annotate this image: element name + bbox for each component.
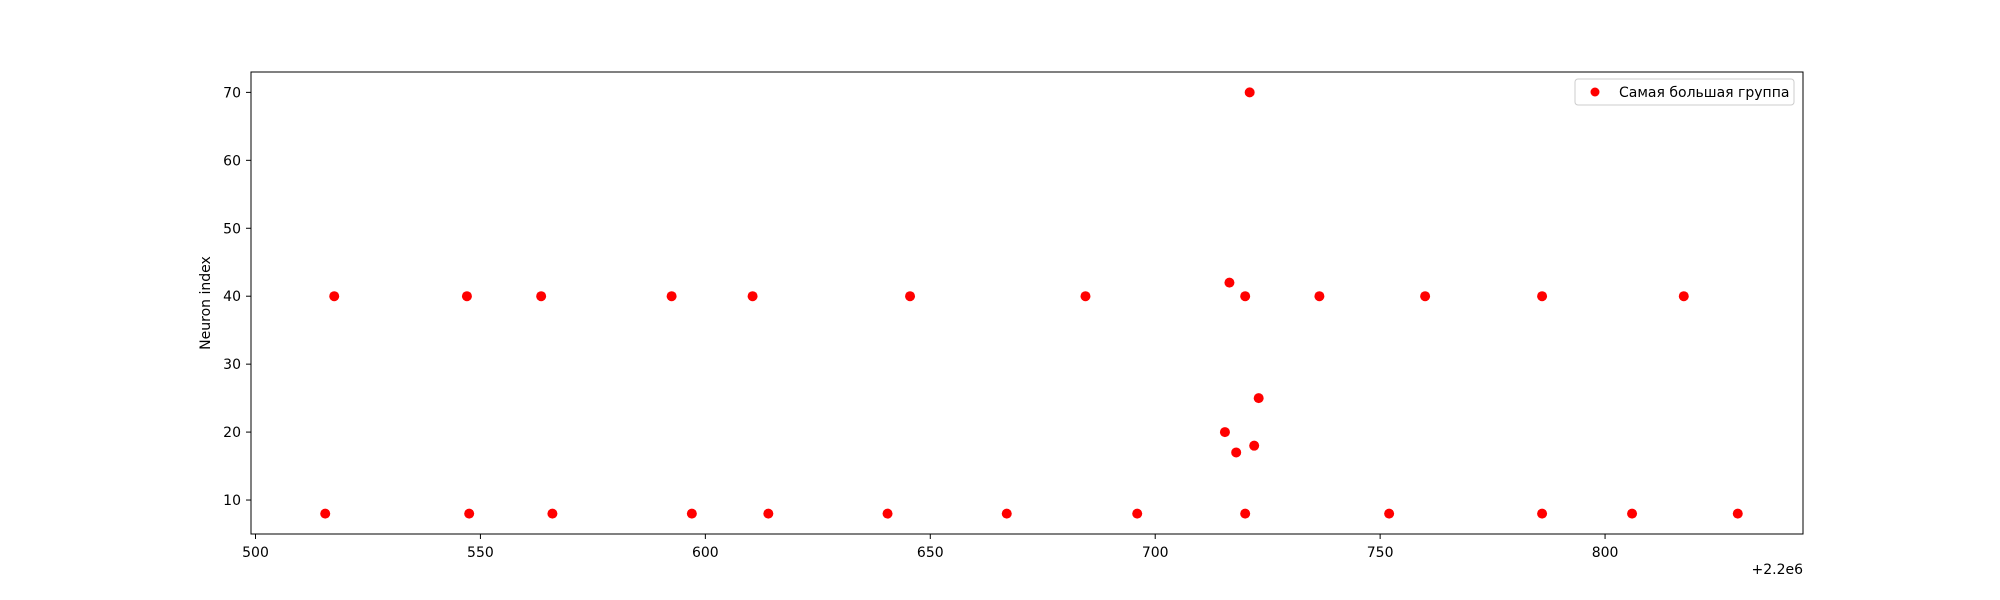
data-point xyxy=(1732,508,1743,519)
data-point xyxy=(1219,427,1230,438)
legend: Самая большая группа xyxy=(1574,78,1795,106)
data-point xyxy=(461,291,472,302)
x-tick-label: 550 xyxy=(467,545,494,561)
x-tick-label: 750 xyxy=(1367,545,1394,561)
data-point xyxy=(1231,447,1242,458)
data-point xyxy=(1249,440,1260,451)
y-tick-label: 20 xyxy=(223,425,241,441)
y-tick-label: 10 xyxy=(223,493,241,509)
y-tick-label: 30 xyxy=(223,357,241,373)
data-point xyxy=(1627,508,1638,519)
x-tick-label: 650 xyxy=(917,545,944,561)
y-axis-label: Neuron index xyxy=(198,256,214,350)
data-point xyxy=(329,291,340,302)
y-tick-label: 60 xyxy=(223,153,241,169)
data-point xyxy=(882,508,893,519)
data-point xyxy=(1240,508,1251,519)
data-point xyxy=(1240,291,1251,302)
plot-area-frame xyxy=(250,71,1804,535)
y-tick-label: 70 xyxy=(223,85,241,101)
legend-box xyxy=(1574,78,1795,106)
points-layer xyxy=(320,87,1743,519)
data-point xyxy=(763,508,774,519)
data-point xyxy=(1244,87,1255,98)
data-point xyxy=(320,508,331,519)
x-axis-offset-label: +2.2e6 xyxy=(1751,562,1803,578)
data-point xyxy=(905,291,916,302)
data-point xyxy=(1537,291,1548,302)
legend-label: Самая большая группа xyxy=(1619,85,1789,101)
y-tick-label: 40 xyxy=(223,289,241,305)
y-tick-label: 50 xyxy=(223,221,241,237)
data-point xyxy=(547,508,558,519)
data-point xyxy=(1420,291,1431,302)
data-point xyxy=(464,508,475,519)
y-axis: 10 20 30 40 50 60 70 xyxy=(223,85,251,509)
data-point xyxy=(1001,508,1012,519)
data-point xyxy=(1314,291,1325,302)
data-point xyxy=(686,508,697,519)
x-tick-label: 600 xyxy=(692,545,719,561)
x-tick-label: 800 xyxy=(1592,545,1619,561)
x-tick-label: 500 xyxy=(242,545,269,561)
data-point xyxy=(1537,508,1548,519)
x-tick-label: 700 xyxy=(1142,545,1169,561)
data-point xyxy=(666,291,677,302)
legend-marker xyxy=(1590,87,1600,97)
data-point xyxy=(1132,508,1143,519)
data-point xyxy=(747,291,758,302)
data-point xyxy=(536,291,547,302)
data-point xyxy=(1224,277,1235,288)
data-point xyxy=(1384,508,1395,519)
data-point xyxy=(1080,291,1091,302)
x-axis: 500 550 600 650 700 750 800 xyxy=(242,534,1618,561)
data-point xyxy=(1678,291,1689,302)
data-point xyxy=(1253,393,1264,404)
